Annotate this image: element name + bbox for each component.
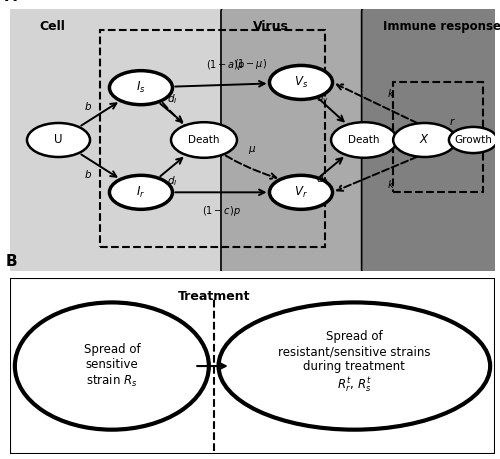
Ellipse shape (218, 302, 490, 430)
Circle shape (171, 122, 237, 158)
Text: $I_r$: $I_r$ (136, 185, 145, 200)
Text: Spread of
sensitive
strain $R_s$: Spread of sensitive strain $R_s$ (84, 343, 140, 389)
Ellipse shape (15, 302, 209, 430)
Circle shape (270, 175, 332, 209)
Text: $k$: $k$ (386, 179, 395, 190)
FancyArrowPatch shape (337, 157, 417, 191)
Text: $X$: $X$ (420, 134, 430, 146)
FancyArrowPatch shape (175, 81, 264, 87)
FancyArrowPatch shape (320, 158, 342, 176)
Text: $d_v$: $d_v$ (316, 173, 329, 186)
Text: $\mu$: $\mu$ (248, 145, 256, 157)
FancyArrowPatch shape (160, 158, 182, 176)
Text: Immune response: Immune response (384, 20, 500, 33)
FancyBboxPatch shape (10, 278, 495, 454)
Text: Spread of
resistant/sensitive strains
during treatment
$R_r^t$, $R_s^t$: Spread of resistant/sensitive strains du… (278, 330, 430, 395)
FancyBboxPatch shape (0, 1, 500, 279)
Text: $V_r$: $V_r$ (294, 185, 308, 200)
Text: $(1-c)p$: $(1-c)p$ (202, 204, 240, 218)
Text: $b$: $b$ (84, 100, 92, 112)
FancyArrowPatch shape (82, 103, 116, 126)
Circle shape (449, 127, 498, 153)
Text: $(1-a)p$: $(1-a)p$ (206, 58, 246, 73)
Circle shape (110, 175, 172, 209)
FancyArrowPatch shape (446, 137, 452, 143)
Text: $(1-\mu)$: $(1-\mu)$ (234, 57, 266, 71)
Text: Virus: Virus (252, 20, 288, 33)
Bar (393, 83, 483, 192)
Text: Death: Death (188, 135, 220, 145)
Circle shape (27, 123, 90, 157)
Text: Death: Death (348, 135, 380, 145)
FancyArrowPatch shape (319, 99, 344, 121)
Text: $k$: $k$ (386, 87, 395, 99)
Circle shape (331, 122, 397, 158)
Text: $d_I$: $d_I$ (167, 92, 177, 106)
FancyArrowPatch shape (82, 154, 116, 177)
Text: Cell: Cell (39, 20, 65, 33)
FancyBboxPatch shape (362, 4, 500, 277)
Text: B: B (5, 254, 17, 269)
FancyArrowPatch shape (197, 363, 226, 369)
Text: A: A (5, 0, 17, 4)
FancyArrowPatch shape (163, 103, 276, 179)
Text: $b$: $b$ (84, 168, 92, 180)
FancyArrowPatch shape (160, 104, 182, 122)
Text: $r$: $r$ (449, 116, 456, 127)
Circle shape (270, 66, 332, 100)
Circle shape (393, 123, 456, 157)
Circle shape (110, 71, 172, 105)
Bar (100, 30, 325, 247)
Text: Growth: Growth (454, 135, 492, 145)
Text: $d_I$: $d_I$ (167, 174, 177, 188)
FancyBboxPatch shape (0, 4, 248, 277)
Text: $V_s$: $V_s$ (294, 75, 308, 90)
Text: $d_v$: $d_v$ (316, 91, 329, 105)
FancyBboxPatch shape (221, 4, 388, 277)
FancyArrowPatch shape (176, 190, 264, 195)
FancyArrowPatch shape (337, 84, 417, 123)
Text: $I_s$: $I_s$ (136, 80, 145, 95)
Text: U: U (54, 134, 63, 146)
Text: Treatment: Treatment (178, 290, 250, 303)
